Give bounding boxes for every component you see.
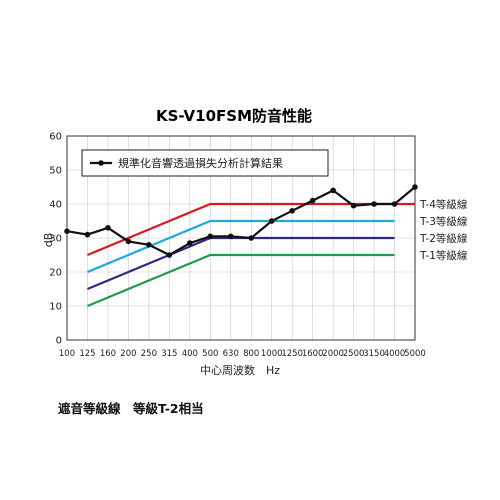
- legend-point-marker: [98, 160, 104, 166]
- x-tick-label: 100: [59, 349, 75, 359]
- grade-line: [87, 202, 415, 257]
- data-point: [146, 242, 152, 248]
- series-line: [66, 186, 416, 257]
- y-tick-label: 60: [49, 132, 62, 143]
- x-tick-label: 4000: [384, 349, 406, 359]
- x-tick-label: 500: [202, 349, 218, 359]
- x-axis-label: 中心周波数 Hz: [200, 364, 280, 377]
- series-lines: [64, 184, 418, 258]
- data-point: [289, 208, 295, 214]
- data-point: [187, 240, 193, 246]
- x-tick-label: 630: [223, 349, 239, 359]
- data-point: [207, 233, 214, 240]
- grade-line-label: T-3等級線: [419, 215, 468, 228]
- plot-frame: [66, 135, 416, 341]
- reference-line-labels: T-4等級線 T-3等級線 T-2等級線 T-1等級線: [419, 198, 468, 262]
- y-tick-label: 0: [56, 336, 62, 347]
- legend-entry: 規準化音響透過損失分析計算結果: [118, 156, 283, 170]
- grade-line-label: T-4等級線: [419, 198, 468, 211]
- grade-line: [87, 253, 395, 308]
- x-tick-label: 315: [161, 349, 177, 359]
- x-tick-label: 1250: [281, 349, 303, 359]
- x-tick-label: 5000: [404, 349, 426, 359]
- x-tick-label: 1600: [302, 349, 324, 359]
- grade-line: [87, 219, 395, 274]
- x-tick-label: 200: [120, 349, 136, 359]
- data-point: [350, 202, 357, 209]
- y-tick-label: 50: [49, 166, 62, 177]
- data-point: [227, 233, 234, 240]
- chart-title: KS-V10FSM防音性能: [156, 107, 312, 125]
- data-point: [125, 238, 132, 245]
- x-tick-labels: 100 125 160 200 250 315 400 500 630 800 1000125016…: [59, 349, 426, 359]
- x-tick-label: 400: [182, 349, 198, 359]
- y-tick-label: 20: [49, 268, 62, 279]
- data-point: [84, 231, 91, 238]
- data-point: [309, 197, 316, 204]
- legend-box: [81, 149, 329, 177]
- data-point: [64, 228, 70, 234]
- grade-line-label: T-1等級線: [419, 249, 468, 262]
- x-tick-label: 250: [141, 349, 157, 359]
- y-tick-label: 10: [49, 302, 62, 313]
- data-point: [330, 187, 336, 194]
- data-point: [166, 252, 173, 258]
- legend: 規準化音響透過損失分析計算結果: [81, 149, 329, 177]
- y-axis-label: dB: [42, 233, 55, 248]
- data-point: [105, 225, 111, 231]
- x-tick-label: 2500: [343, 349, 365, 359]
- data-point: [391, 201, 398, 207]
- x-tick-label: 800: [243, 349, 259, 359]
- data-point: [412, 184, 418, 190]
- y-tick-label: 30: [49, 234, 62, 245]
- data-point: [371, 201, 377, 207]
- x-tick-label: 3150: [363, 349, 385, 359]
- data-point: [248, 235, 255, 241]
- x-tick-label: 125: [79, 349, 95, 359]
- x-tick-label: 160: [100, 349, 116, 359]
- grade-line-label: T-2等級線: [419, 232, 468, 245]
- x-tick-label: 2000: [322, 349, 344, 359]
- x-tick-label: 1000: [261, 349, 283, 359]
- grade-annotation: 遮音等級線 等級T-2相当: [58, 401, 204, 416]
- grade-line: [87, 236, 395, 291]
- y-tick-labels: 0 10 20 30 40 50 60: [49, 132, 62, 347]
- y-tick-label: 40: [49, 200, 62, 211]
- data-point: [268, 218, 275, 224]
